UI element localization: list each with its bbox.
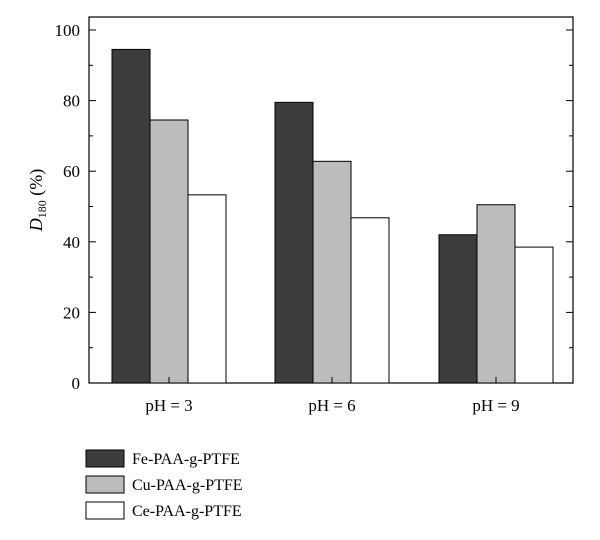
bar-fe-1 [274, 101, 314, 384]
y-axis-ticks: 0 20 40 60 80 100 [55, 21, 573, 393]
bar-ce-0 [187, 194, 227, 384]
x-axis-labels: pH = 3 pH = 6 pH = 9 [145, 377, 520, 415]
legend: Fe-PAA-g-PTFE Cu-PAA-g-PTFE Ce-PAA-g-PTFE [85, 449, 243, 520]
bar-cu-2 [476, 204, 516, 384]
bar-cu-0 [149, 119, 189, 384]
x-tick-label: pH = 9 [472, 396, 519, 415]
y-tick-label: 0 [72, 374, 81, 393]
bar-fe-0 [111, 48, 151, 384]
y-tick-label: 100 [55, 21, 81, 40]
legend-swatch [85, 449, 125, 468]
legend-swatch [85, 475, 125, 494]
legend-label: Fe-PAA-g-PTFE [132, 451, 240, 468]
y-tick-label: 20 [63, 303, 80, 322]
x-tick-label: pH = 6 [308, 396, 355, 415]
x-tick-label: pH = 3 [145, 396, 192, 415]
y-axis-title-unit: (%) [26, 169, 47, 200]
y-axis-title-main: D [26, 218, 46, 232]
legend-swatch [85, 501, 125, 520]
y-tick-label: 60 [63, 162, 80, 181]
y-axis-title: D180 (%) [26, 169, 49, 232]
bars [111, 48, 554, 384]
legend-label: Cu-PAA-g-PTFE [132, 477, 243, 494]
y-tick-label: 80 [63, 92, 80, 111]
legend-label: Ce-PAA-g-PTFE [132, 503, 242, 520]
bar-ce-2 [514, 246, 554, 384]
y-tick-label: 40 [63, 233, 80, 252]
bar-cu-1 [312, 160, 352, 384]
bar-ce-1 [350, 217, 390, 384]
y-axis-title-sub: 180 [35, 200, 49, 218]
bar-fe-2 [438, 234, 478, 384]
